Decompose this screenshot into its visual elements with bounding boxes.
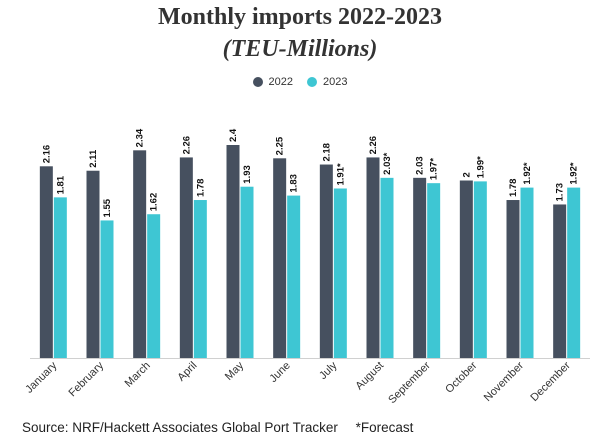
data-label-2022-february: 2.11 (88, 149, 99, 168)
legend-item-2022: 2022 (252, 76, 293, 88)
bar-2022-december (553, 204, 567, 358)
chart-subtitle: (TEU-Millions) (222, 36, 378, 62)
data-label-2023-may: 1.93 (242, 165, 253, 184)
legend-label-2022: 2022 (268, 76, 293, 88)
data-label-2022-january: 2.16 (41, 145, 52, 164)
bar-2022-november (506, 200, 520, 358)
bar-2023-june (287, 195, 301, 358)
bar-2022-march (133, 150, 147, 358)
data-label-2022-june: 2.25 (275, 136, 286, 155)
source-text: Source: NRF/Hackett Associates Global Po… (22, 420, 338, 435)
x-tick-label-december: December (528, 359, 573, 404)
x-tick-label-november: November (482, 359, 527, 404)
x-tick-label-february: February (67, 359, 107, 399)
bar-2022-august (366, 157, 380, 358)
bar-2023-december (567, 187, 581, 358)
bar-2022-april (179, 157, 193, 358)
x-tick-label-august: August (353, 360, 386, 393)
bar-2023-november (520, 187, 534, 358)
x-tick-label-may: May (223, 359, 247, 383)
data-label-2023-june: 1.83 (289, 174, 300, 193)
x-tick-label-september: September (386, 359, 433, 406)
chart-title: Monthly imports 2022-2023 (158, 4, 442, 30)
data-label-2023-february: 1.55 (102, 198, 113, 217)
legend-label-2023: 2023 (323, 76, 348, 88)
x-tick-label-july: July (317, 359, 340, 382)
bar-2022-january (39, 166, 53, 358)
bar-2023-february (100, 220, 114, 358)
footer: Source: NRF/Hackett Associates Global Po… (22, 420, 413, 435)
data-label-2022-december: 1.73 (555, 183, 566, 202)
data-label-2022-may: 2.4 (228, 128, 239, 142)
legend: 2022 2023 (0, 76, 600, 88)
x-tick-label-january: January (23, 359, 60, 396)
data-label-2023-november: 1.92* (522, 162, 533, 184)
bar-2022-july (319, 164, 333, 358)
bar-2023-september (427, 183, 441, 358)
bar-2022-may (226, 145, 240, 358)
data-label-2023-september: 1.97* (429, 158, 440, 180)
bar-2023-march (147, 214, 161, 358)
data-label-2023-january: 1.81 (55, 175, 66, 194)
data-label-2022-march: 2.34 (135, 128, 146, 147)
bar-2023-july (333, 188, 347, 358)
data-label-2023-august: 2.03* (382, 152, 393, 174)
data-label-2022-july: 2.18 (321, 143, 332, 162)
forecast-note: *Forecast (355, 420, 414, 435)
data-label-2022-september: 2.03 (415, 156, 426, 175)
legend-swatch-2022 (252, 77, 263, 87)
bar-2023-january (53, 197, 67, 358)
legend-swatch-2023 (307, 77, 317, 87)
bar-2022-february (86, 170, 100, 358)
bar-2022-june (273, 158, 287, 358)
data-label-2023-july: 1.91* (335, 163, 346, 185)
bar-2023-october (473, 181, 487, 358)
bar-2023-august (380, 177, 394, 358)
data-label-2023-march: 1.62 (149, 193, 160, 212)
data-label-2022-november: 1.78 (508, 179, 519, 198)
bar-2023-april (193, 200, 207, 358)
data-label-2023-december: 1.92* (569, 162, 580, 184)
data-label-2023-april: 1.78 (195, 179, 206, 198)
data-label-2023-october: 1.99* (475, 156, 486, 178)
bar-2022-october (459, 180, 473, 358)
x-tick-label-june: June (267, 360, 292, 385)
x-tick-label-march: March (123, 360, 153, 390)
data-label-2022-august: 2.26 (368, 136, 379, 155)
x-tick-label-october: October (443, 359, 479, 395)
bar-2022-september (413, 177, 427, 358)
x-tick-label-april: April (175, 360, 199, 384)
bar-2023-may (240, 186, 254, 358)
legend-item-2023: 2023 (307, 76, 347, 88)
data-label-2022-april: 2.26 (181, 136, 192, 155)
data-label-2022-october: 2 (461, 172, 472, 177)
